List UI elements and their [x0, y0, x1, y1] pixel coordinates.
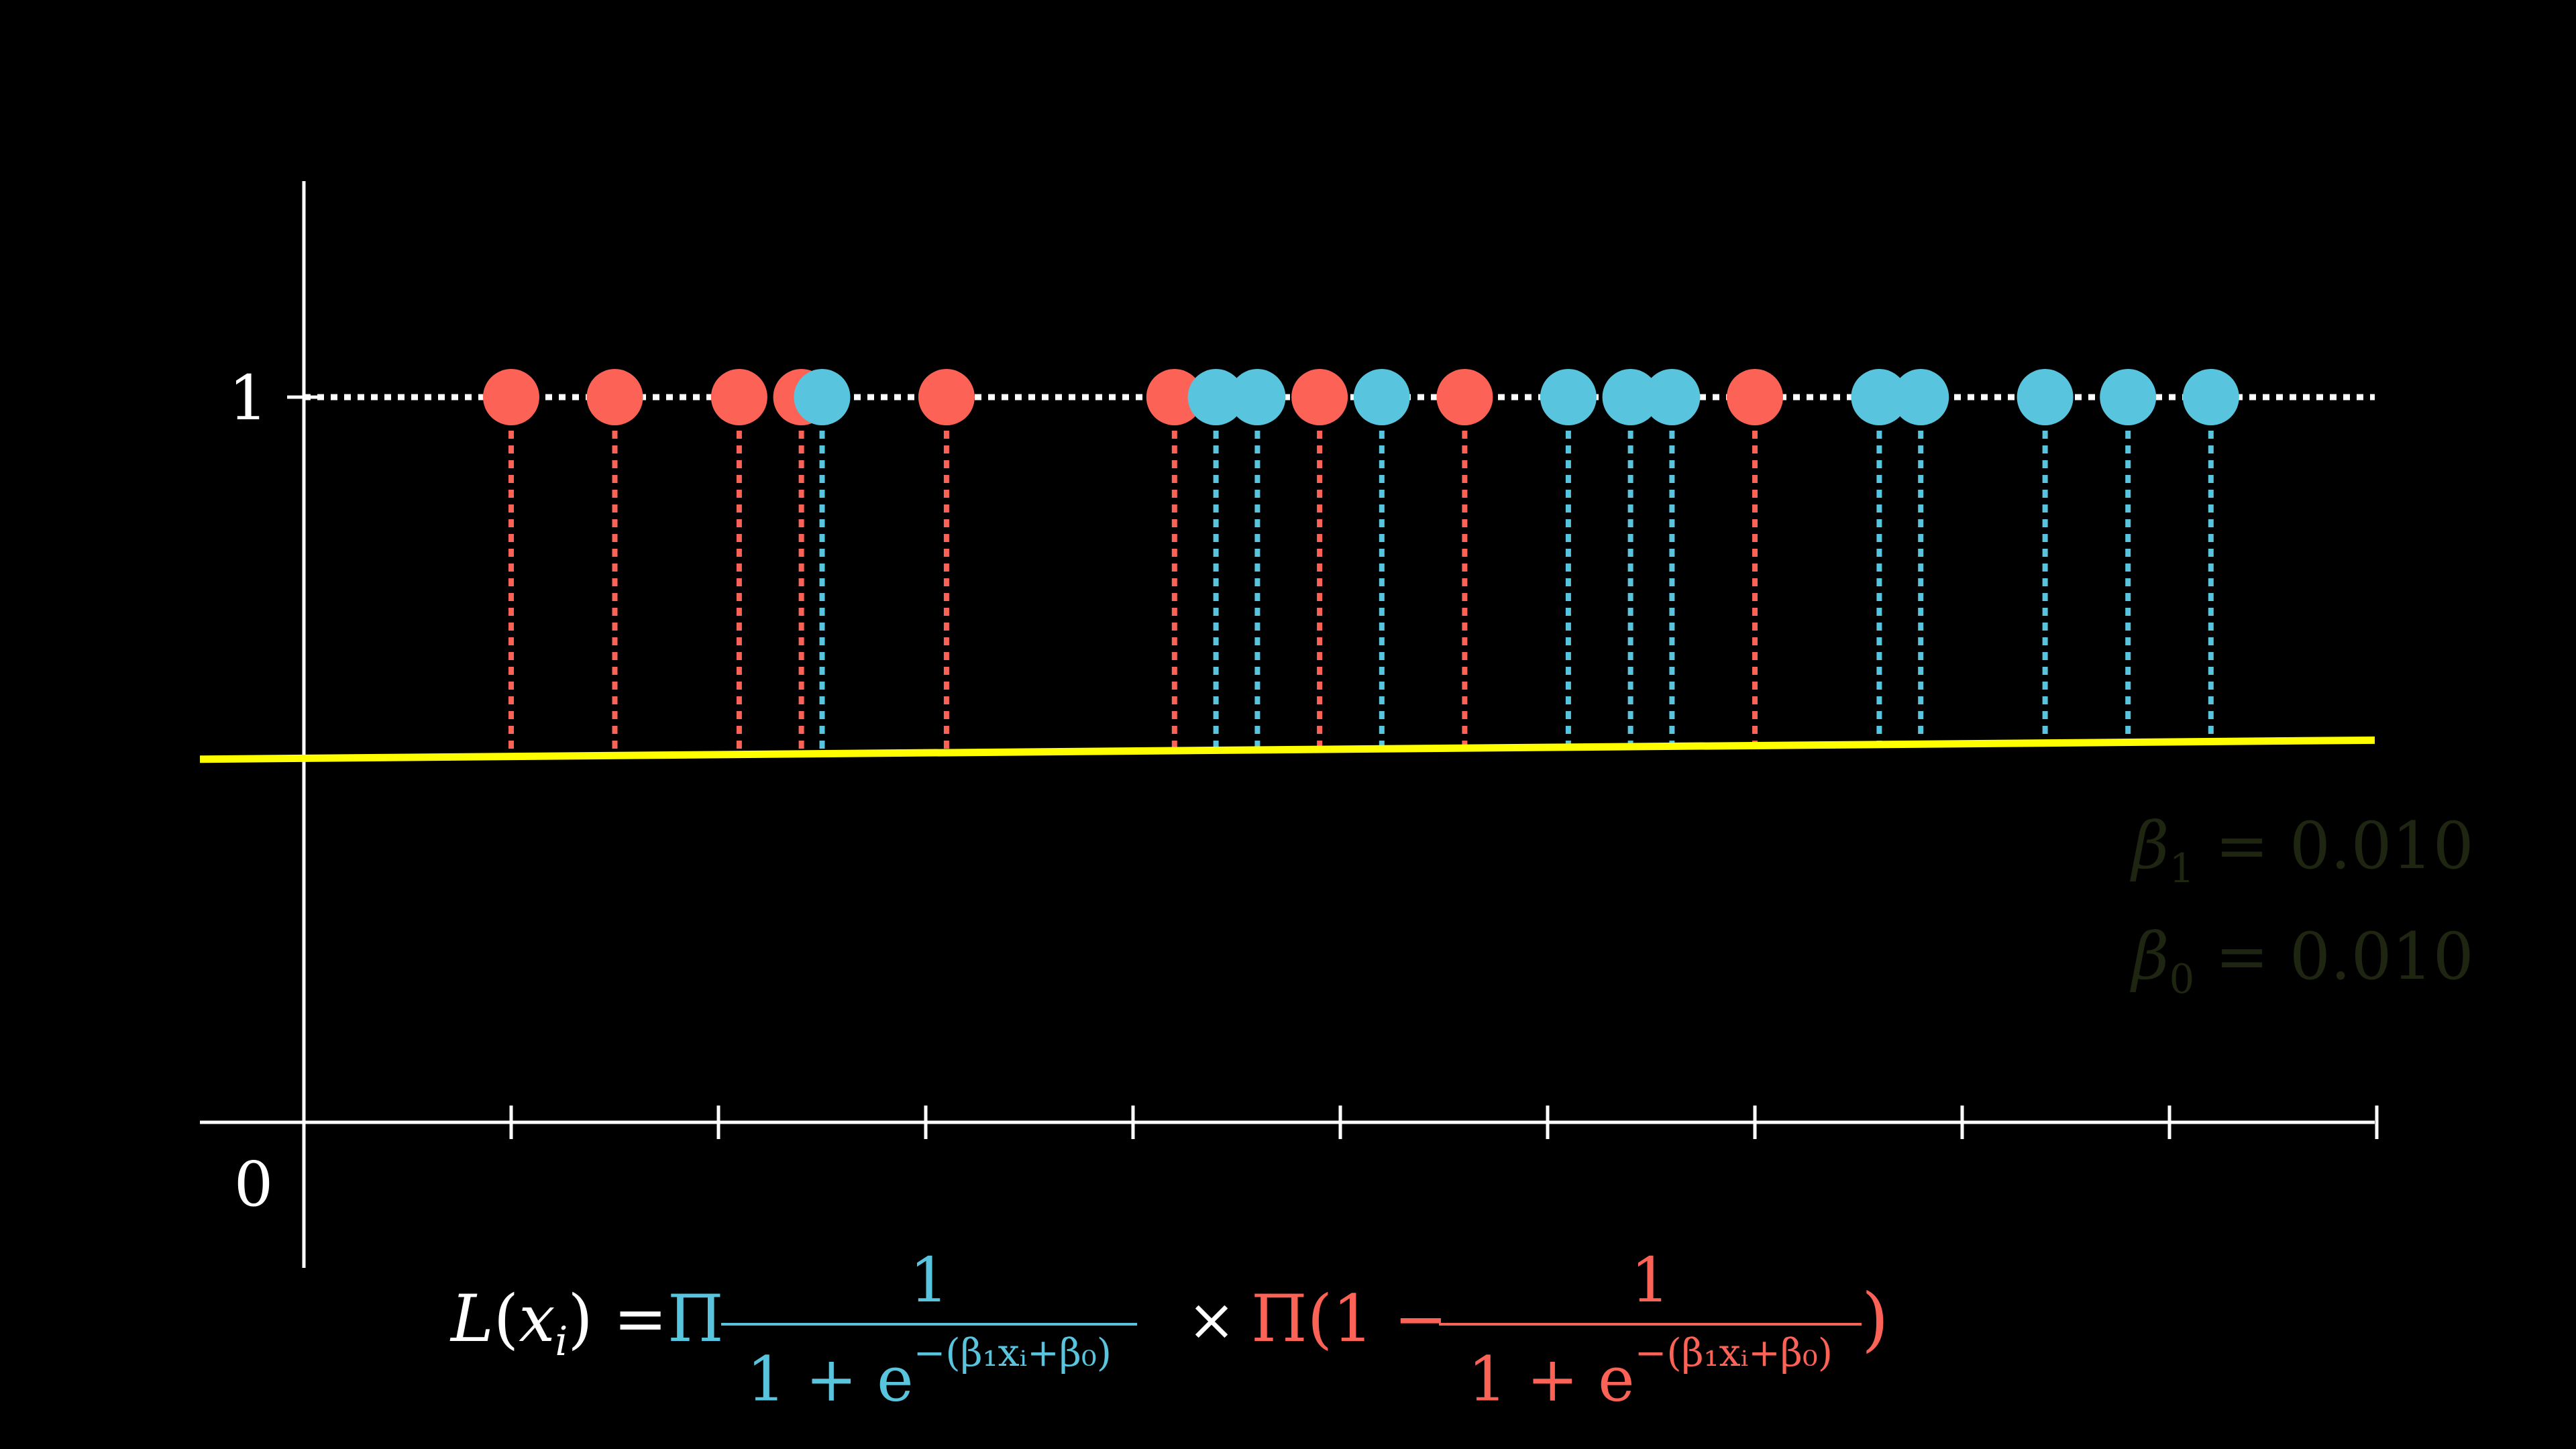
- closing-paren: ): [1862, 1278, 1889, 1360]
- x-ticks: [509, 1106, 2379, 1139]
- data-point-blue: [1353, 369, 1410, 425]
- data-point-red: [586, 369, 643, 425]
- data-point-red: [1146, 369, 1203, 425]
- drop-lines: [508, 431, 2214, 757]
- fraction-red: 1 1 + e−(β₁xᵢ+β₀): [1439, 1244, 1862, 1415]
- beta0-readout: β0 = 0.010: [2132, 919, 2474, 1003]
- data-point-blue: [1187, 369, 1244, 425]
- beta0-value: = 0.010: [2214, 919, 2474, 994]
- data-point-red: [483, 369, 539, 425]
- lhs-i: i: [555, 1318, 568, 1365]
- data-point-red: [1291, 369, 1348, 425]
- fraction-blue-denominator: 1 + e−(β₁xᵢ+β₀): [747, 1331, 1112, 1415]
- data-point-red: [918, 369, 975, 425]
- data-point-blue: [2100, 369, 2157, 425]
- fraction-blue-bar: [721, 1323, 1137, 1326]
- fraction-blue: 1 1 + e−(β₁xᵢ+β₀): [721, 1244, 1137, 1415]
- fraction-blue-exponent: −(β₁xᵢ+β₀): [913, 1331, 1112, 1375]
- y-tick-label-0: 0: [234, 1148, 274, 1220]
- lhs-x: x: [519, 1281, 555, 1356]
- data-point-blue: [2017, 369, 2074, 425]
- beta0-subscript: 0: [2169, 956, 2195, 1003]
- beta1-symbol: β: [2132, 808, 2169, 883]
- data-point-red: [1436, 369, 1493, 425]
- data-point-blue: [1644, 369, 1701, 425]
- fraction-blue-numerator: 1: [909, 1244, 949, 1316]
- beta1-value: = 0.010: [2214, 808, 2474, 883]
- y-tick-label-1: 1: [229, 362, 268, 434]
- product-symbol-red: Π(1 −: [1251, 1281, 1448, 1356]
- data-points: [483, 369, 2239, 425]
- data-point-red: [710, 369, 767, 425]
- data-point-blue: [1540, 369, 1597, 425]
- product-symbol-blue: Π: [667, 1281, 724, 1356]
- data-point-red: [1727, 369, 1783, 425]
- equation-lhs: L(xi) =: [451, 1281, 667, 1365]
- fraction-red-denominator: 1 + e−(β₁xᵢ+β₀): [1468, 1331, 1833, 1415]
- data-point-blue: [1851, 369, 1908, 425]
- beta1-subscript: 1: [2169, 845, 2195, 892]
- data-point-blue: [794, 369, 851, 425]
- data-point-blue: [2182, 369, 2239, 425]
- fraction-red-exponent: −(β₁xᵢ+β₀): [1634, 1331, 1833, 1375]
- fraction-red-numerator: 1: [1630, 1244, 1670, 1316]
- beta1-readout: β1 = 0.010: [2132, 808, 2474, 892]
- data-point-blue: [1892, 369, 1949, 425]
- data-point-blue: [1229, 369, 1286, 425]
- beta0-symbol: β: [2132, 919, 2169, 994]
- fitted-probability-line: [199, 736, 2375, 763]
- fraction-red-bar: [1439, 1323, 1862, 1326]
- data-point-blue: [1602, 369, 1659, 425]
- lhs-equals: ) =: [568, 1281, 667, 1356]
- times-symbol: ×: [1187, 1287, 1236, 1354]
- lhs-L: L: [451, 1281, 494, 1356]
